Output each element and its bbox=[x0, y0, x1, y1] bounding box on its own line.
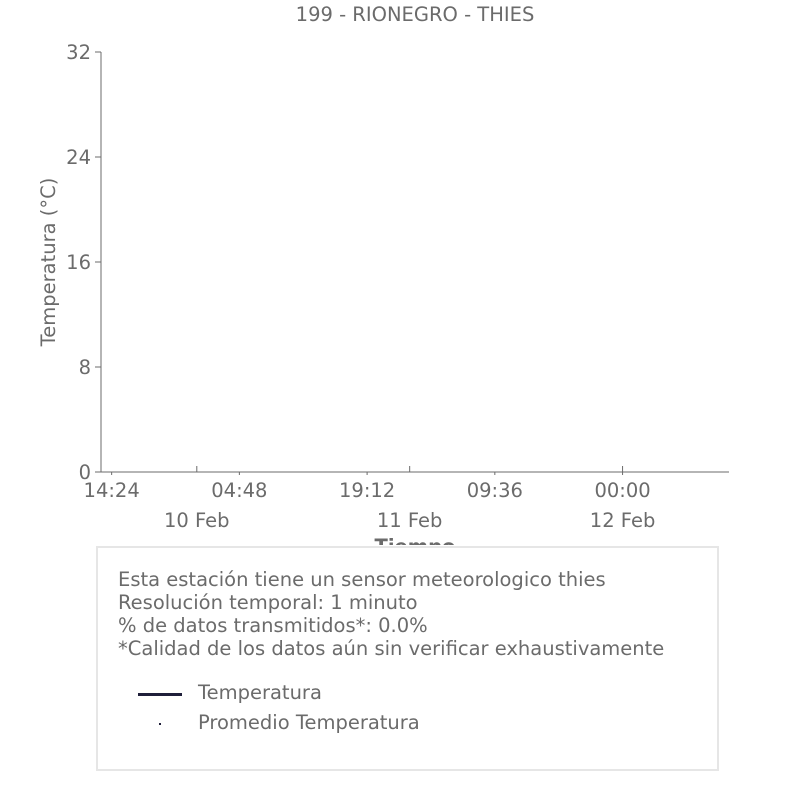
x-minor-tick-label: 00:00 bbox=[594, 479, 650, 502]
x-major-tick-label: 12 Feb bbox=[590, 509, 656, 532]
plot-area: 0 8 16 24 32 14:24 04:48 19:12 09:36 00:00 10 Feb 1… bbox=[66, 41, 729, 532]
y-tick-label: 8 bbox=[79, 356, 91, 379]
legend-label-promedio: Promedio Temperatura bbox=[198, 711, 420, 734]
y-tick-label: 32 bbox=[66, 41, 91, 64]
info-transmitted: % de datos transmitidos*: 0.0% bbox=[118, 614, 428, 637]
y-axis-label: Temperatura (°C) bbox=[37, 178, 60, 348]
station-info-text: Esta estación tiene un sensor meteorolog… bbox=[118, 568, 664, 660]
x-minor-tick-label: 09:36 bbox=[467, 479, 523, 502]
info-description: Esta estación tiene un sensor meteorolog… bbox=[118, 568, 606, 591]
station-info-box: Esta estación tiene un sensor meteorolog… bbox=[96, 546, 719, 771]
x-minor-tick-label: 19:12 bbox=[339, 479, 395, 502]
x-major-tick-label: 10 Feb bbox=[164, 509, 230, 532]
y-tick-label: 16 bbox=[66, 251, 91, 274]
y-tick-label: 24 bbox=[66, 146, 91, 169]
info-resolution: Resolución temporal: 1 minuto bbox=[118, 591, 418, 614]
x-minor-tick-label: 14:24 bbox=[84, 479, 140, 502]
legend-label-temperatura: Temperatura bbox=[198, 681, 322, 704]
y-tick-label: 0 bbox=[79, 461, 91, 484]
x-axis-label: Tiempo bbox=[375, 535, 456, 545]
x-minor-tick-label: 04:48 bbox=[211, 479, 267, 502]
legend-line-swatch bbox=[138, 693, 182, 696]
legend-dot-swatch bbox=[159, 723, 161, 725]
chart-title: 199 - RIONEGRO - THIES bbox=[296, 3, 535, 26]
info-quality-note: *Calidad de los datos aún sin verificar … bbox=[118, 637, 665, 660]
x-major-tick-label: 11 Feb bbox=[377, 509, 443, 532]
temperature-chart: 199 - RIONEGRO - THIES Temperatura (°C) … bbox=[37, 3, 729, 545]
